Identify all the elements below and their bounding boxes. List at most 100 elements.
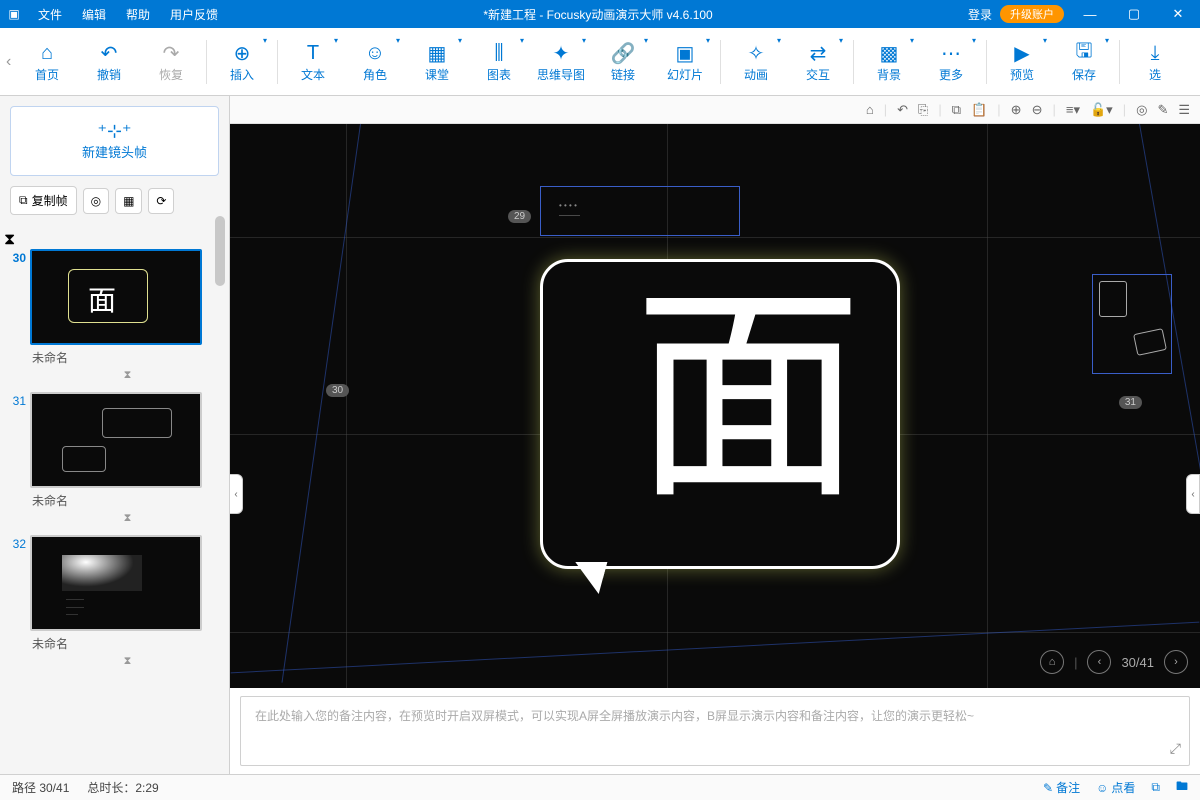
layers-icon[interactable]: ☰	[1178, 102, 1190, 118]
tool-插入[interactable]: ⊕插入▾	[211, 32, 273, 92]
qr-button[interactable]: ▦	[115, 188, 142, 214]
slide-30[interactable]: 30面未命名⧗	[4, 249, 223, 382]
home-icon[interactable]: ⌂	[866, 102, 874, 117]
tool-label: 幻灯片	[667, 66, 703, 83]
status-extra2-icon[interactable]: 🖿	[1176, 777, 1188, 798]
tool-icon: ▶	[1014, 40, 1029, 66]
status-extra1-icon[interactable]: ⧉	[1151, 780, 1160, 795]
tool-恢复[interactable]: ↷恢复	[140, 32, 202, 92]
tool-选[interactable]: ⤓选	[1124, 32, 1186, 92]
minimize-button[interactable]: —	[1072, 7, 1108, 22]
tool-撤销[interactable]: ↶撤销	[78, 32, 140, 92]
glyph-character: 面	[633, 282, 863, 512]
lock-icon[interactable]: 🔓▾	[1090, 102, 1113, 118]
login-link[interactable]: 登录	[968, 6, 992, 23]
toolbar-scroll-left[interactable]: ‹	[6, 53, 16, 71]
tool-角色[interactable]: ☺角色▾	[344, 32, 406, 92]
collapse-right-button[interactable]: ‹	[1186, 474, 1200, 514]
tool-链接[interactable]: 🔗链接▾	[592, 32, 654, 92]
menu-file[interactable]: 文件	[28, 6, 72, 23]
transition-icon[interactable]: ⧗	[32, 512, 223, 525]
transition-icon[interactable]: ⧗	[32, 655, 223, 668]
tool-幻灯片[interactable]: ▣幻灯片▾	[654, 32, 716, 92]
plus-icon: ⁺⊹⁺	[11, 121, 218, 142]
review-button[interactable]: ☺点看	[1096, 779, 1135, 796]
tool-动画[interactable]: ✧动画▾	[725, 32, 787, 92]
slide-panel: ⁺⊹⁺ 新建镜头帧 ⧉ 复制帧 ◎ ▦ ⟳ ⧗30面未命名⧗31未命名⧗32——…	[0, 96, 230, 774]
nav-next-button[interactable]: ›	[1164, 650, 1188, 674]
refresh-button[interactable]: ⟳	[148, 188, 174, 214]
tool-背景[interactable]: ▩背景▾	[858, 32, 920, 92]
refresh-icon: ⟳	[156, 194, 166, 208]
tool-首页[interactable]: ⌂首页	[16, 32, 78, 92]
new-frame-button[interactable]: ⁺⊹⁺ 新建镜头帧	[10, 106, 219, 176]
transition-icon[interactable]: ⧗	[32, 369, 223, 382]
nav-prev-button[interactable]: ‹	[1087, 650, 1111, 674]
tool-交互[interactable]: ⇄交互▾	[787, 32, 849, 92]
align-icon[interactable]: ≡▾	[1066, 102, 1080, 118]
tool-更多[interactable]: ⋯更多▾	[920, 32, 982, 92]
slide-31[interactable]: 31未命名⧗	[4, 392, 223, 525]
camera-button[interactable]: ◎	[83, 188, 109, 214]
tool-课堂[interactable]: ▦课堂▾	[406, 32, 468, 92]
close-button[interactable]: ✕	[1160, 6, 1196, 22]
tool-icon: ☺	[365, 40, 385, 66]
new-frame-label: 新建镜头帧	[11, 142, 218, 161]
collapse-left-button[interactable]: ‹	[230, 474, 243, 514]
slide-32[interactable]: 32————————未命名⧗	[4, 535, 223, 668]
copy-icon: ⧉	[19, 193, 28, 208]
maximize-button[interactable]: ▢	[1116, 6, 1152, 22]
tool-label: 交互	[806, 66, 830, 83]
notes-area[interactable]: 在此处输入您的备注内容，在预览时开启双屏模式，可以实现A屏全屏播放演示内容，B屏…	[240, 696, 1190, 766]
menu-help[interactable]: 帮助	[116, 6, 160, 23]
tool-思维导图[interactable]: ✦思维导图▾	[530, 32, 592, 92]
tool-label: 首页	[35, 66, 59, 83]
tool-图表[interactable]: ⫼图表▾	[468, 32, 530, 92]
nav-position: 30/41	[1121, 655, 1154, 670]
expand-notes-icon[interactable]: ⤢	[1170, 740, 1181, 757]
window-title: *新建工程 - Focusky动画演示大师 v4.6.100	[228, 6, 968, 23]
editor-area: ⌂| ↶ ⎘| ⧉ 📋| ⊕ ⊖| ≡▾ 🔓▾| ◎ ✎ ☰	[230, 96, 1200, 774]
paste-canvas-icon[interactable]: 📋	[971, 102, 987, 118]
tool-label: 链接	[611, 66, 635, 83]
tool-icon: ✧	[748, 40, 765, 66]
snapshot-icon[interactable]: ◎	[1136, 102, 1147, 118]
tool-icon: ⌂	[41, 40, 53, 66]
transition-icon[interactable]: ⧗	[4, 231, 223, 249]
nav-home-icon[interactable]: ⌂	[1040, 650, 1064, 674]
canvas[interactable]: • • • •——— 29 30 31 面 ⌂ | ‹ 30/41 › ‹ ‹	[230, 124, 1200, 688]
frame-31[interactable]	[1092, 274, 1172, 374]
main-speech-bubble[interactable]: 面	[540, 259, 900, 569]
menu-edit[interactable]: 编辑	[72, 6, 116, 23]
tool-label: 更多	[939, 66, 963, 83]
undo-canvas-icon[interactable]: ↶	[897, 102, 908, 118]
tool-icon: ↷	[163, 40, 180, 66]
menu-feedback[interactable]: 用户反馈	[160, 6, 228, 23]
copy-frame-button[interactable]: ⧉ 复制帧	[10, 186, 77, 215]
tool-label: 课堂	[425, 66, 449, 83]
frame-label-31: 31	[1119, 396, 1142, 409]
annotate-button[interactable]: ✎备注	[1043, 779, 1080, 796]
tool-预览[interactable]: ▶预览▾	[991, 32, 1053, 92]
tool-文本[interactable]: T文本▾	[282, 32, 344, 92]
tool-label: 撤销	[97, 66, 121, 83]
edit-icon[interactable]: ✎	[1157, 102, 1168, 118]
upgrade-button[interactable]: 升级账户	[1000, 5, 1064, 23]
tool-label: 插入	[230, 66, 254, 83]
tool-label: 动画	[744, 66, 768, 83]
frame-29[interactable]: • • • •———	[540, 186, 740, 236]
tool-保存[interactable]: 🖫保存▾	[1053, 32, 1115, 92]
zoom-out-icon[interactable]: ⊖	[1032, 102, 1043, 118]
scrollbar[interactable]	[215, 216, 225, 286]
copy-canvas-icon[interactable]: ⧉	[952, 102, 961, 118]
qr-icon: ▦	[123, 194, 134, 208]
tool-icon: 🔗	[611, 40, 636, 66]
tool-label: 背景	[877, 66, 901, 83]
frame-label-29: 29	[508, 210, 531, 223]
frame-label-30: 30	[326, 384, 349, 397]
tool-icon: 🖫	[1075, 40, 1092, 66]
tool-icon: T	[307, 40, 319, 66]
zoom-in-icon[interactable]: ⊕	[1011, 102, 1022, 118]
user-icon: ☺	[1096, 781, 1108, 795]
redo-canvas-icon[interactable]: ⎘	[918, 102, 928, 118]
